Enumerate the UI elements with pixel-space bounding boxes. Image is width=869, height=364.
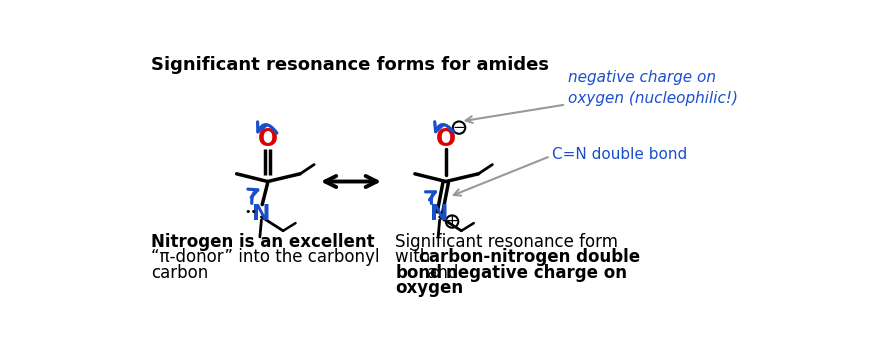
Text: O: O [435,127,455,151]
Text: oxygen: oxygen [395,279,463,297]
Text: Nitrogen is an excellent: Nitrogen is an excellent [151,233,375,251]
Text: carbon-nitrogen double: carbon-nitrogen double [418,249,639,266]
Text: negative charge on: negative charge on [446,264,627,282]
Text: N: N [430,204,448,224]
Text: Significant resonance forms for amides: Significant resonance forms for amides [151,56,548,74]
Text: N: N [252,204,270,224]
Text: Significant resonance form: Significant resonance form [395,233,618,251]
Text: C=N double bond: C=N double bond [552,147,687,162]
Text: −: − [452,120,465,135]
Text: carbon: carbon [151,264,209,282]
Text: +: + [445,214,458,229]
Text: negative charge on
oxygen (nucleophilic!): negative charge on oxygen (nucleophilic!… [567,70,737,106]
Text: O: O [257,127,277,151]
Text: “π-donor” into the carbonyl: “π-donor” into the carbonyl [151,249,380,266]
Text: bond: bond [395,264,442,282]
Text: and: and [421,264,463,282]
Text: ••: •• [244,206,256,217]
Text: with: with [395,249,435,266]
